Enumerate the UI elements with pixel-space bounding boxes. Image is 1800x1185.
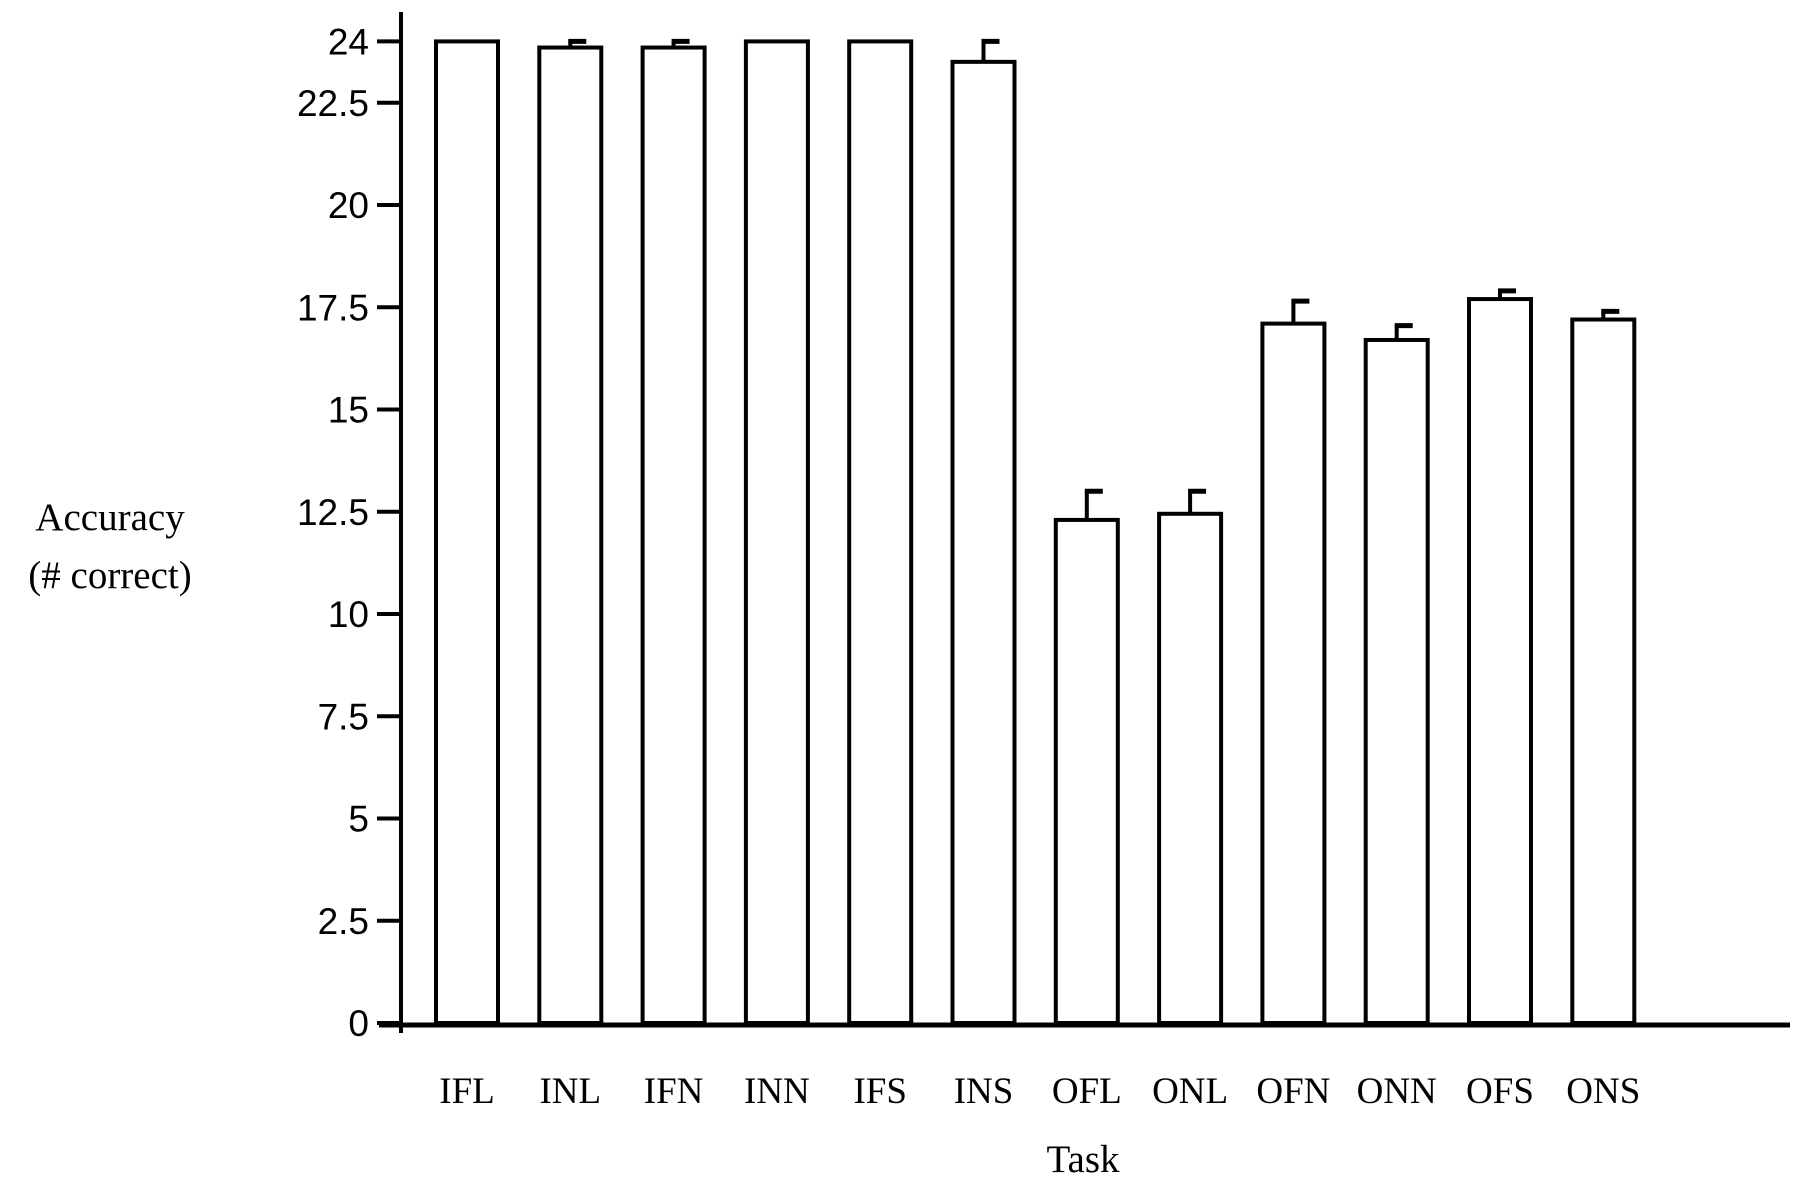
y-tick-label: 0 bbox=[348, 1003, 369, 1044]
x-tick-label: OFL bbox=[1052, 1071, 1122, 1112]
bar-ifl bbox=[434, 39, 500, 1025]
error-bar-ofs bbox=[1498, 288, 1516, 300]
error-bar-ofn bbox=[1291, 298, 1310, 324]
x-ticks-group: IFL INL IFN INN IFS INS OFL ONL OFN ONN OFS ONS bbox=[439, 1071, 1640, 1112]
x-tick-label: ONS bbox=[1566, 1071, 1640, 1112]
error-bar-ifn bbox=[671, 38, 690, 48]
x-tick-label: INS bbox=[954, 1071, 1014, 1112]
x-tick-label: OFN bbox=[1256, 1071, 1330, 1112]
y-ticks-group: 0 2.5 5 7.5 10 12.5 15 17.5 20 22.5 24 bbox=[297, 21, 401, 1044]
error-bar-ofl bbox=[1084, 488, 1103, 520]
y-tick-label: 20 bbox=[328, 185, 369, 226]
y-tick-label: 7.5 bbox=[318, 696, 369, 737]
x-tick-label: INN bbox=[744, 1071, 810, 1112]
bars-group bbox=[434, 39, 1637, 1026]
x-tick-label: ONN bbox=[1357, 1071, 1437, 1112]
x-axis-label: Task bbox=[1046, 1138, 1120, 1181]
y-tick-label: 22.5 bbox=[297, 83, 369, 124]
bar-inl bbox=[537, 45, 604, 1026]
error-bar-ons bbox=[1601, 308, 1620, 320]
bar-ons bbox=[1570, 317, 1637, 1025]
bar-onn bbox=[1363, 337, 1430, 1026]
x-tick-label: IFL bbox=[439, 1071, 495, 1112]
y-axis-label-line-2: (# correct) bbox=[28, 554, 191, 597]
bar-ofn bbox=[1260, 321, 1327, 1025]
error-bars-group bbox=[568, 38, 1620, 520]
x-tick-label: IFN bbox=[644, 1071, 704, 1112]
error-bar-onn bbox=[1394, 323, 1413, 340]
bar-ifs bbox=[847, 39, 914, 1025]
y-tick-label: 12.5 bbox=[297, 492, 369, 533]
error-bar-onl bbox=[1188, 488, 1207, 514]
x-tick-label: ONL bbox=[1152, 1071, 1228, 1112]
bar-inn bbox=[743, 39, 810, 1025]
x-tick-label: OFS bbox=[1466, 1071, 1534, 1112]
y-tick-label: 10 bbox=[328, 594, 369, 635]
x-tick-label: INL bbox=[539, 1071, 601, 1112]
bar-ins bbox=[950, 59, 1017, 1026]
y-axis-label-line-1: Accuracy bbox=[35, 496, 185, 539]
bar-ofs bbox=[1467, 297, 1533, 1025]
y-tick-label: 17.5 bbox=[297, 287, 369, 328]
y-tick-label: 15 bbox=[328, 390, 369, 431]
y-tick-label: 24 bbox=[328, 21, 369, 62]
error-bar-ins bbox=[981, 38, 1000, 62]
bar-ofl bbox=[1053, 517, 1120, 1025]
y-tick-label: 5 bbox=[348, 799, 369, 840]
x-tick-label: IFS bbox=[853, 1071, 906, 1112]
bar-onl bbox=[1157, 511, 1224, 1025]
bar-ifn bbox=[640, 45, 707, 1026]
y-tick-label: 2.5 bbox=[318, 901, 369, 942]
error-bar-inl bbox=[568, 38, 587, 48]
